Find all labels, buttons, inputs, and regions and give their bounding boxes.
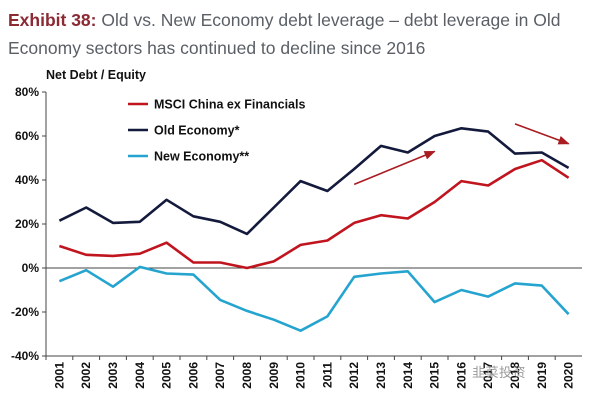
x-tick-label: 2012 [347,362,361,389]
y-tick-label: -40% [11,349,39,363]
x-tick-label: 2018 [508,362,522,389]
x-tick-label: 2013 [374,362,388,389]
title-text: Old vs. New Economy debt leverage – debt… [8,10,561,58]
x-tick-label: 2017 [481,362,495,389]
series-line [58,158,570,270]
x-tick-label: 2009 [267,362,281,389]
exhibit-label: Exhibit 38: [8,10,97,30]
series-line [58,127,570,236]
y-tick-label: -20% [11,305,39,319]
y-tick-label: 20% [15,217,39,231]
x-tick-label: 2005 [160,362,174,389]
y-tick-label: 80% [15,85,39,99]
chart-title: Exhibit 38: Old vs. New Economy debt lev… [8,6,598,62]
x-tick-label: 2010 [294,362,308,389]
x-tick-label: 2020 [562,362,576,389]
trend-arrow [353,150,436,186]
x-tick-label: 2006 [186,362,200,389]
x-tick-label: 2001 [52,362,66,389]
watermark: 韭菜投资 [472,365,527,380]
x-tick-label: 2011 [320,362,334,388]
x-tick-label: 2004 [133,362,147,389]
legend-label: Old Economy* [154,124,240,138]
y-tick-label: 60% [15,129,39,143]
legend-label: MSCI China ex Financials [154,98,305,112]
x-tick-label: 2003 [106,362,120,389]
legend-label: New Economy** [154,150,249,164]
x-tick-label: 2007 [213,362,227,389]
x-tick-label: 2002 [79,362,93,389]
y-axis-label: Net Debt / Equity [46,68,146,82]
y-tick-label: 40% [15,173,39,187]
x-tick-label: 2008 [240,362,254,389]
series-line [58,265,570,333]
x-tick-label: 2019 [535,362,549,389]
trend-arrow [514,123,570,145]
x-tick-label: 2015 [428,362,442,389]
y-tick-label: 0% [22,261,40,275]
x-tick-label: 2016 [454,362,468,389]
x-tick-label: 2014 [401,362,415,389]
